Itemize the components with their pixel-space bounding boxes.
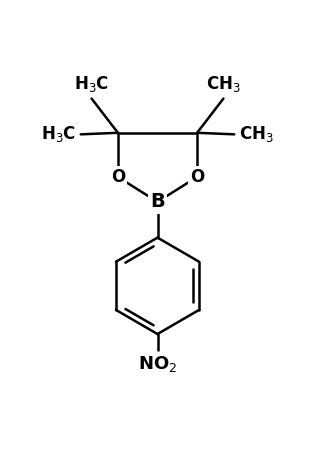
Text: NO$_2$: NO$_2$ xyxy=(138,354,177,374)
Text: B: B xyxy=(150,192,165,212)
Text: O: O xyxy=(190,168,204,186)
Text: H$_3$C: H$_3$C xyxy=(41,124,76,144)
Text: CH$_3$: CH$_3$ xyxy=(206,74,241,94)
Text: O: O xyxy=(111,168,125,186)
Text: H$_3$C: H$_3$C xyxy=(74,74,109,94)
Text: CH$_3$: CH$_3$ xyxy=(239,124,274,144)
